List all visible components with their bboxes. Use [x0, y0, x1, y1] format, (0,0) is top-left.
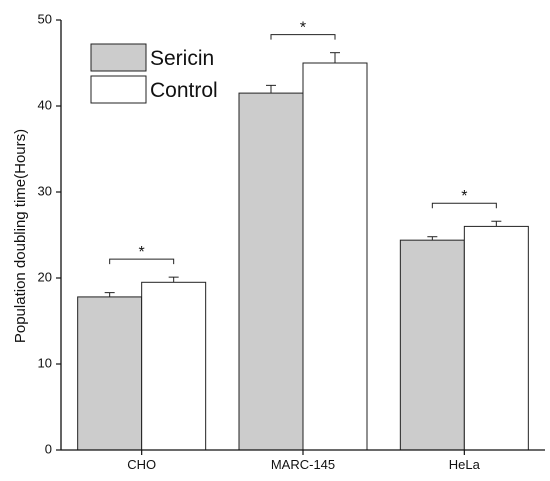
bar-control-marc-145 [302, 62, 368, 451]
legend-label-control: Control [150, 79, 218, 102]
y-tick-label-10: 10 [38, 355, 52, 370]
significance-label-marc-145: * [300, 20, 306, 37]
bar-sericin-cho [77, 296, 143, 451]
y-axis-title: Population doubling time(Hours) [12, 129, 29, 343]
y-tick-label-50: 50 [38, 11, 52, 26]
significance-bracket-cho [109, 258, 175, 265]
legend: Sericin Control [90, 43, 218, 104]
bar-control-hela [463, 225, 529, 451]
y-tick-label-0: 0 [45, 441, 52, 456]
significance-bracket-hela [431, 202, 497, 209]
significance-layer: * * * [109, 20, 497, 265]
bar-sericin-marc-145 [238, 92, 304, 451]
x-ticks-layer: CHO MARC-145 HeLa [127, 450, 481, 472]
x-tick-label-hela: HeLa [449, 457, 481, 472]
significance-bracket-marc-145 [270, 34, 336, 40]
x-tick-label-marc-145: MARC-145 [271, 457, 335, 472]
significance-label-cho: * [139, 244, 145, 261]
error-bars-layer [104, 52, 502, 297]
legend-label-sericin: Sericin [150, 47, 214, 70]
bars-layer [77, 62, 529, 451]
bar-control-cho [141, 281, 207, 451]
y-ticks-layer: 0 10 20 30 40 50 [38, 11, 61, 456]
bar-sericin-hela [399, 239, 465, 451]
significance-label-hela: * [461, 188, 467, 205]
y-tick-label-20: 20 [38, 269, 52, 284]
legend-swatch-control [90, 75, 147, 104]
x-tick-label-cho: CHO [127, 457, 156, 472]
y-tick-label-40: 40 [38, 97, 52, 112]
legend-swatch-sericin [90, 43, 147, 72]
y-tick-label-30: 30 [38, 183, 52, 198]
